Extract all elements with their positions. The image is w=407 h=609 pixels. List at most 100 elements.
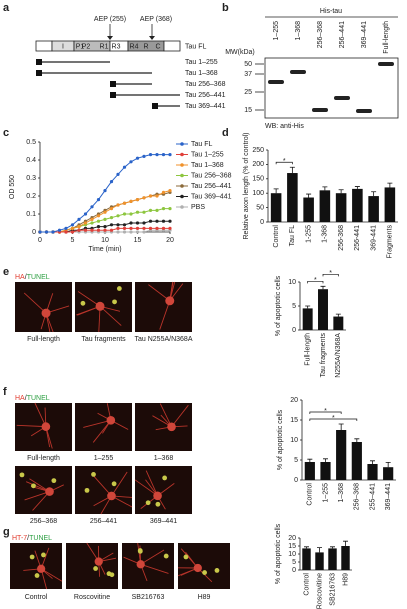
error-bar <box>338 189 344 194</box>
error-bar <box>307 458 313 462</box>
arrow-head <box>107 36 113 40</box>
mw-label: 25 <box>244 89 252 96</box>
error-bar <box>330 546 335 549</box>
x-tick-label: 20 <box>166 237 174 244</box>
mw-title: MW(kDa) <box>225 49 255 56</box>
point <box>96 219 101 223</box>
x-tick-label: Tau fragments <box>320 333 327 378</box>
soma <box>107 491 116 501</box>
legend-label: Tau 256–441 <box>191 183 232 190</box>
point <box>77 225 81 229</box>
micrograph <box>178 543 230 589</box>
point <box>64 226 68 230</box>
error-bar <box>304 546 309 549</box>
y-tick-label: 20 <box>288 535 296 542</box>
cleavage-site: AEP (368) <box>140 16 172 23</box>
micrograph <box>15 282 72 332</box>
error-bar <box>323 458 328 462</box>
y-tick-label: 150 <box>252 176 264 183</box>
point <box>83 221 88 225</box>
soma <box>36 564 46 573</box>
point <box>155 194 159 198</box>
tunel-nucleus <box>145 500 151 506</box>
point <box>96 225 101 229</box>
x-tick-label: 5 <box>71 237 75 244</box>
soma <box>94 557 103 566</box>
image-label: Tau fragments <box>81 336 126 343</box>
x-tick-label: N255A/N368A <box>335 333 342 378</box>
tunel-nucleus <box>214 568 220 573</box>
legend-label: PBS <box>191 204 205 211</box>
point <box>38 230 42 234</box>
blot-footer: WB: anti-His <box>265 123 304 130</box>
significance: * <box>314 277 317 284</box>
y-tick-label: 10 <box>288 551 296 558</box>
domain-label: R1 <box>100 43 109 50</box>
point <box>148 153 153 157</box>
domain-label: R4 <box>130 43 139 50</box>
tunel-nucleus <box>137 548 143 553</box>
bar <box>351 442 362 480</box>
image-label: SB216763 <box>132 594 165 601</box>
neurite <box>16 424 46 428</box>
image-label: Full-length <box>27 455 60 462</box>
bracket <box>309 418 358 421</box>
stain-name: TUNEL <box>27 274 50 281</box>
point <box>57 228 62 232</box>
stain-header: HA/TUNEL <box>15 395 50 402</box>
panel-label: a <box>3 2 10 14</box>
tunel-nucleus <box>116 286 122 291</box>
point <box>142 226 146 230</box>
x-tick-label: 1-255 <box>305 225 312 243</box>
tag-box <box>110 92 116 98</box>
domain-label: R3 <box>112 43 121 50</box>
point <box>155 208 159 212</box>
point <box>129 212 133 216</box>
tunel-nucleus <box>93 566 98 571</box>
y-tick-label: 0.4 <box>26 157 36 164</box>
tunel-nucleus <box>112 299 117 305</box>
image-label: 1–255 <box>94 455 114 462</box>
x-tick-label: 0 <box>38 237 42 244</box>
tunel-nucleus <box>91 471 96 477</box>
panel-label: g <box>3 526 10 538</box>
mw-label: 50 <box>244 61 252 68</box>
bar <box>341 546 350 570</box>
point <box>135 221 140 225</box>
neurite <box>99 305 122 326</box>
lane-label: 256–368 <box>317 21 324 48</box>
micrograph <box>66 543 118 589</box>
legend-marker <box>180 205 184 209</box>
x-tick-label: Full-length <box>305 333 312 366</box>
domain-label: C <box>155 43 160 50</box>
point <box>122 230 127 234</box>
point <box>116 214 120 218</box>
point <box>96 198 101 202</box>
y-axis-label: OD 550 <box>9 175 16 199</box>
image-label: 256–441 <box>90 518 117 525</box>
bar <box>368 196 379 222</box>
error-bar <box>320 285 326 290</box>
error-bar <box>385 462 391 468</box>
bar <box>270 193 282 222</box>
error-bar <box>338 423 344 430</box>
point <box>109 216 114 220</box>
x-tick-label: Roscovitine <box>316 573 323 609</box>
domain-label: P2 <box>82 43 91 50</box>
legend-label: Tau 1–368 <box>191 162 224 169</box>
stain-name: TUNEL <box>27 395 50 402</box>
neurite <box>83 419 111 428</box>
point <box>77 217 81 221</box>
y-tick-label: 5 <box>292 559 296 566</box>
domain-label: P1 <box>76 43 85 50</box>
panel-label: d <box>222 127 229 139</box>
band <box>268 80 284 84</box>
point <box>77 228 81 232</box>
legend-marker <box>180 194 184 199</box>
x-tick-label: H89 <box>342 573 349 586</box>
stain-name: TUNEL <box>29 535 52 542</box>
neurite <box>159 300 171 330</box>
y-tick-label: 15 <box>288 543 296 550</box>
error-bar <box>343 540 348 546</box>
construct-label: Tau FL <box>185 43 207 50</box>
